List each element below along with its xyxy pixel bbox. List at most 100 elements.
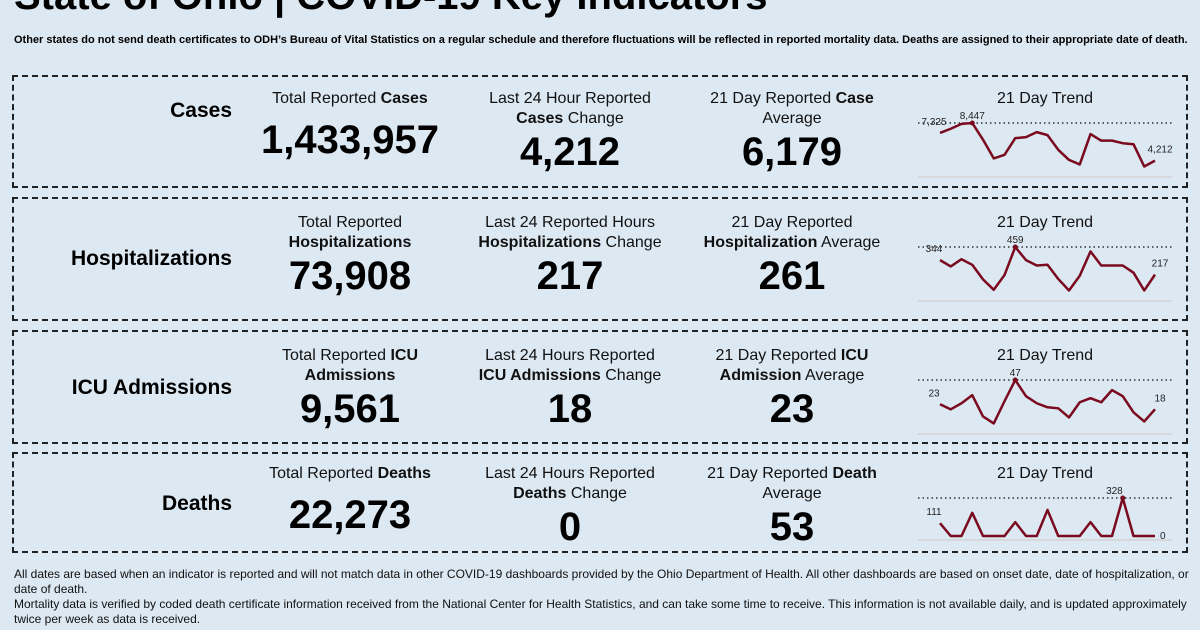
metric-value: 53: [769, 505, 815, 549]
metric-label-text: Average: [762, 110, 822, 127]
trend-chart: 21 Day Trend 111 328 0: [904, 464, 1186, 542]
metric-21day-average: 21 Day Reported Case Average 6,179: [682, 89, 902, 175]
metric-label-bold: Cases: [516, 110, 564, 127]
metric-label-text: Average: [801, 367, 865, 384]
data-point: [1120, 495, 1126, 501]
metric-label: Last 24 Hour Reported Cases Change: [460, 89, 680, 129]
metric-label: 21 Day Reported Hospitalization Average: [682, 213, 902, 253]
metric-24h-change: Last 24 Hours Reported Deaths Change 0: [460, 464, 680, 550]
panel-label: Cases: [170, 99, 232, 122]
metric-label-text: 21 Day Reported: [731, 214, 853, 231]
metric-label-text: 21 Day Reported: [710, 90, 836, 107]
sparkline: 344 459 217: [918, 235, 1172, 302]
metric-total: Total Reported Hospitalizations 73,908: [240, 213, 460, 299]
last-value-label: 4,212: [1147, 145, 1172, 156]
metric-label: Total Reported Cases: [240, 89, 460, 109]
metric-label: Last 24 Hours Reported Deaths Change: [460, 464, 680, 504]
trend-line: [939, 496, 1155, 538]
sparkline: 111 328 0: [918, 486, 1172, 542]
trend-line: [939, 378, 1156, 425]
sparkline: 23 47 18: [918, 368, 1172, 435]
panel-label: Deaths: [161, 492, 232, 515]
first-value-label: 23: [928, 388, 940, 399]
metric-label-text: 21 Day Reported: [715, 347, 841, 364]
metric-24h-change: Last 24 Reported Hours Hospitalizations C…: [460, 213, 680, 299]
trend-line: [939, 245, 1157, 292]
metric-value: 18: [547, 387, 593, 431]
metric-total: Total Reported ICU Admissions 9,561: [240, 346, 460, 432]
metric-label-text: Last 24 Hours Reported: [485, 465, 655, 482]
metric-label-bold: ICU Admissions: [478, 367, 601, 384]
metric-21day-average: 21 Day Reported ICU Admission Average 23: [682, 346, 902, 432]
data-point: [1012, 377, 1018, 383]
last-value-label: 217: [1152, 259, 1169, 270]
panel-deaths: Deaths Total Reported Deaths 22,273 Last 24…: [12, 452, 1188, 553]
panel-hospitalizations: Hospitalizations Total Reported Hospitaliz…: [12, 197, 1188, 321]
trend-chart: 21 Day Trend 344 459 217: [904, 213, 1186, 303]
metric-label-text: Last 24 Reported Hours: [485, 214, 655, 231]
last-value-label: 0: [1160, 531, 1166, 542]
metric-label: Last 24 Reported Hours Hospitalizations C…: [460, 213, 680, 253]
metric-label-text: Last 24 Hours Reported: [485, 347, 655, 364]
metric-value: 9,561: [299, 387, 401, 431]
metric-label: Total Reported Deaths: [240, 464, 460, 484]
metric-21day-average: 21 Day Reported Hospitalization Average 26…: [682, 213, 902, 299]
metric-label-text: Total Reported: [269, 465, 378, 482]
trend-title: 21 Day Trend: [996, 214, 1094, 231]
metric-label-text: Last 24 Hour Reported: [489, 90, 651, 107]
max-value-label: 328: [1106, 486, 1123, 497]
metric-21day-average: 21 Day Reported Death Average 53: [682, 464, 902, 550]
metric-label-bold: ICU: [840, 347, 869, 364]
trend-line: [939, 121, 1156, 168]
metric-label-bold: Hospitalizations: [478, 234, 602, 251]
max-value-label: 8,447: [960, 111, 985, 122]
metric-label-bold: ICU: [390, 347, 419, 364]
trend-chart: 21 Day Trend 7,325 8,447 4,212: [904, 89, 1186, 179]
metric-label-bold: Admissions: [304, 367, 396, 384]
metric-value: 4,212: [519, 130, 621, 174]
metric-value: 22,273: [288, 493, 412, 537]
metric-label-text: Change: [563, 110, 624, 127]
mortality-note: Other states do not send death certifica…: [14, 34, 1188, 46]
metric-label-bold: Case: [835, 90, 874, 107]
metric-label-bold: Admission: [719, 367, 802, 384]
metric-label-bold: Deaths: [513, 485, 567, 502]
max-value-label: 47: [1010, 368, 1022, 379]
metric-label: 21 Day Reported ICU Admission Average: [682, 346, 902, 386]
metric-value: 73,908: [288, 254, 412, 298]
data-point: [1012, 244, 1018, 250]
metric-total: Total Reported Deaths 22,273: [240, 464, 460, 538]
max-value-label: 459: [1007, 235, 1024, 246]
metric-label-bold: Hospitalizations: [288, 234, 412, 251]
metric-24h-change: Last 24 Hour Reported Cases Change 4,212: [460, 89, 680, 175]
metric-label-text: Total Reported: [297, 214, 403, 231]
metric-label-text: Total Reported: [281, 347, 391, 364]
metric-label: Last 24 Hours Reported ICU Admissions Cha…: [460, 346, 680, 386]
trend-chart: 21 Day Trend 23 47 18: [904, 346, 1186, 436]
metric-value: 217: [536, 254, 604, 298]
metric-label-text: Change: [601, 234, 662, 251]
metric-label: 21 Day Reported Case Average: [682, 89, 902, 129]
first-value-label: 344: [926, 244, 943, 255]
first-value-label: 111: [926, 507, 942, 518]
metric-24h-change: Last 24 Hours Reported ICU Admissions Cha…: [460, 346, 680, 432]
sparkline: 7,325 8,447 4,212: [918, 111, 1173, 178]
footer-line-1: All dates are based when an indicator is…: [14, 567, 1189, 596]
metric-value: 6,179: [741, 130, 843, 174]
footer-line-2: Mortality data is verified by coded deat…: [14, 597, 1187, 626]
panel-icu-admissions: ICU Admissions Total Reported ICU Admissio…: [12, 330, 1188, 444]
metric-value: 1,433,957: [261, 118, 439, 162]
metric-label-bold: Deaths: [377, 465, 431, 482]
metric-label-bold: Hospitalization: [703, 234, 818, 251]
panel-label: ICU Admissions: [71, 376, 232, 399]
trend-title: 21 Day Trend: [996, 465, 1094, 482]
metric-value: 23: [769, 387, 815, 431]
trend-title: 21 Day Trend: [996, 90, 1094, 107]
metric-label-text: 21 Day Reported: [707, 465, 833, 482]
metric-label-text: Change: [566, 485, 627, 502]
metric-label-text: Total Reported: [272, 90, 381, 107]
last-value-label: 18: [1154, 393, 1166, 404]
metric-value: 0: [558, 505, 582, 549]
first-value-label: 7,325: [921, 117, 946, 128]
metric-label: Total Reported Hospitalizations: [240, 213, 460, 253]
